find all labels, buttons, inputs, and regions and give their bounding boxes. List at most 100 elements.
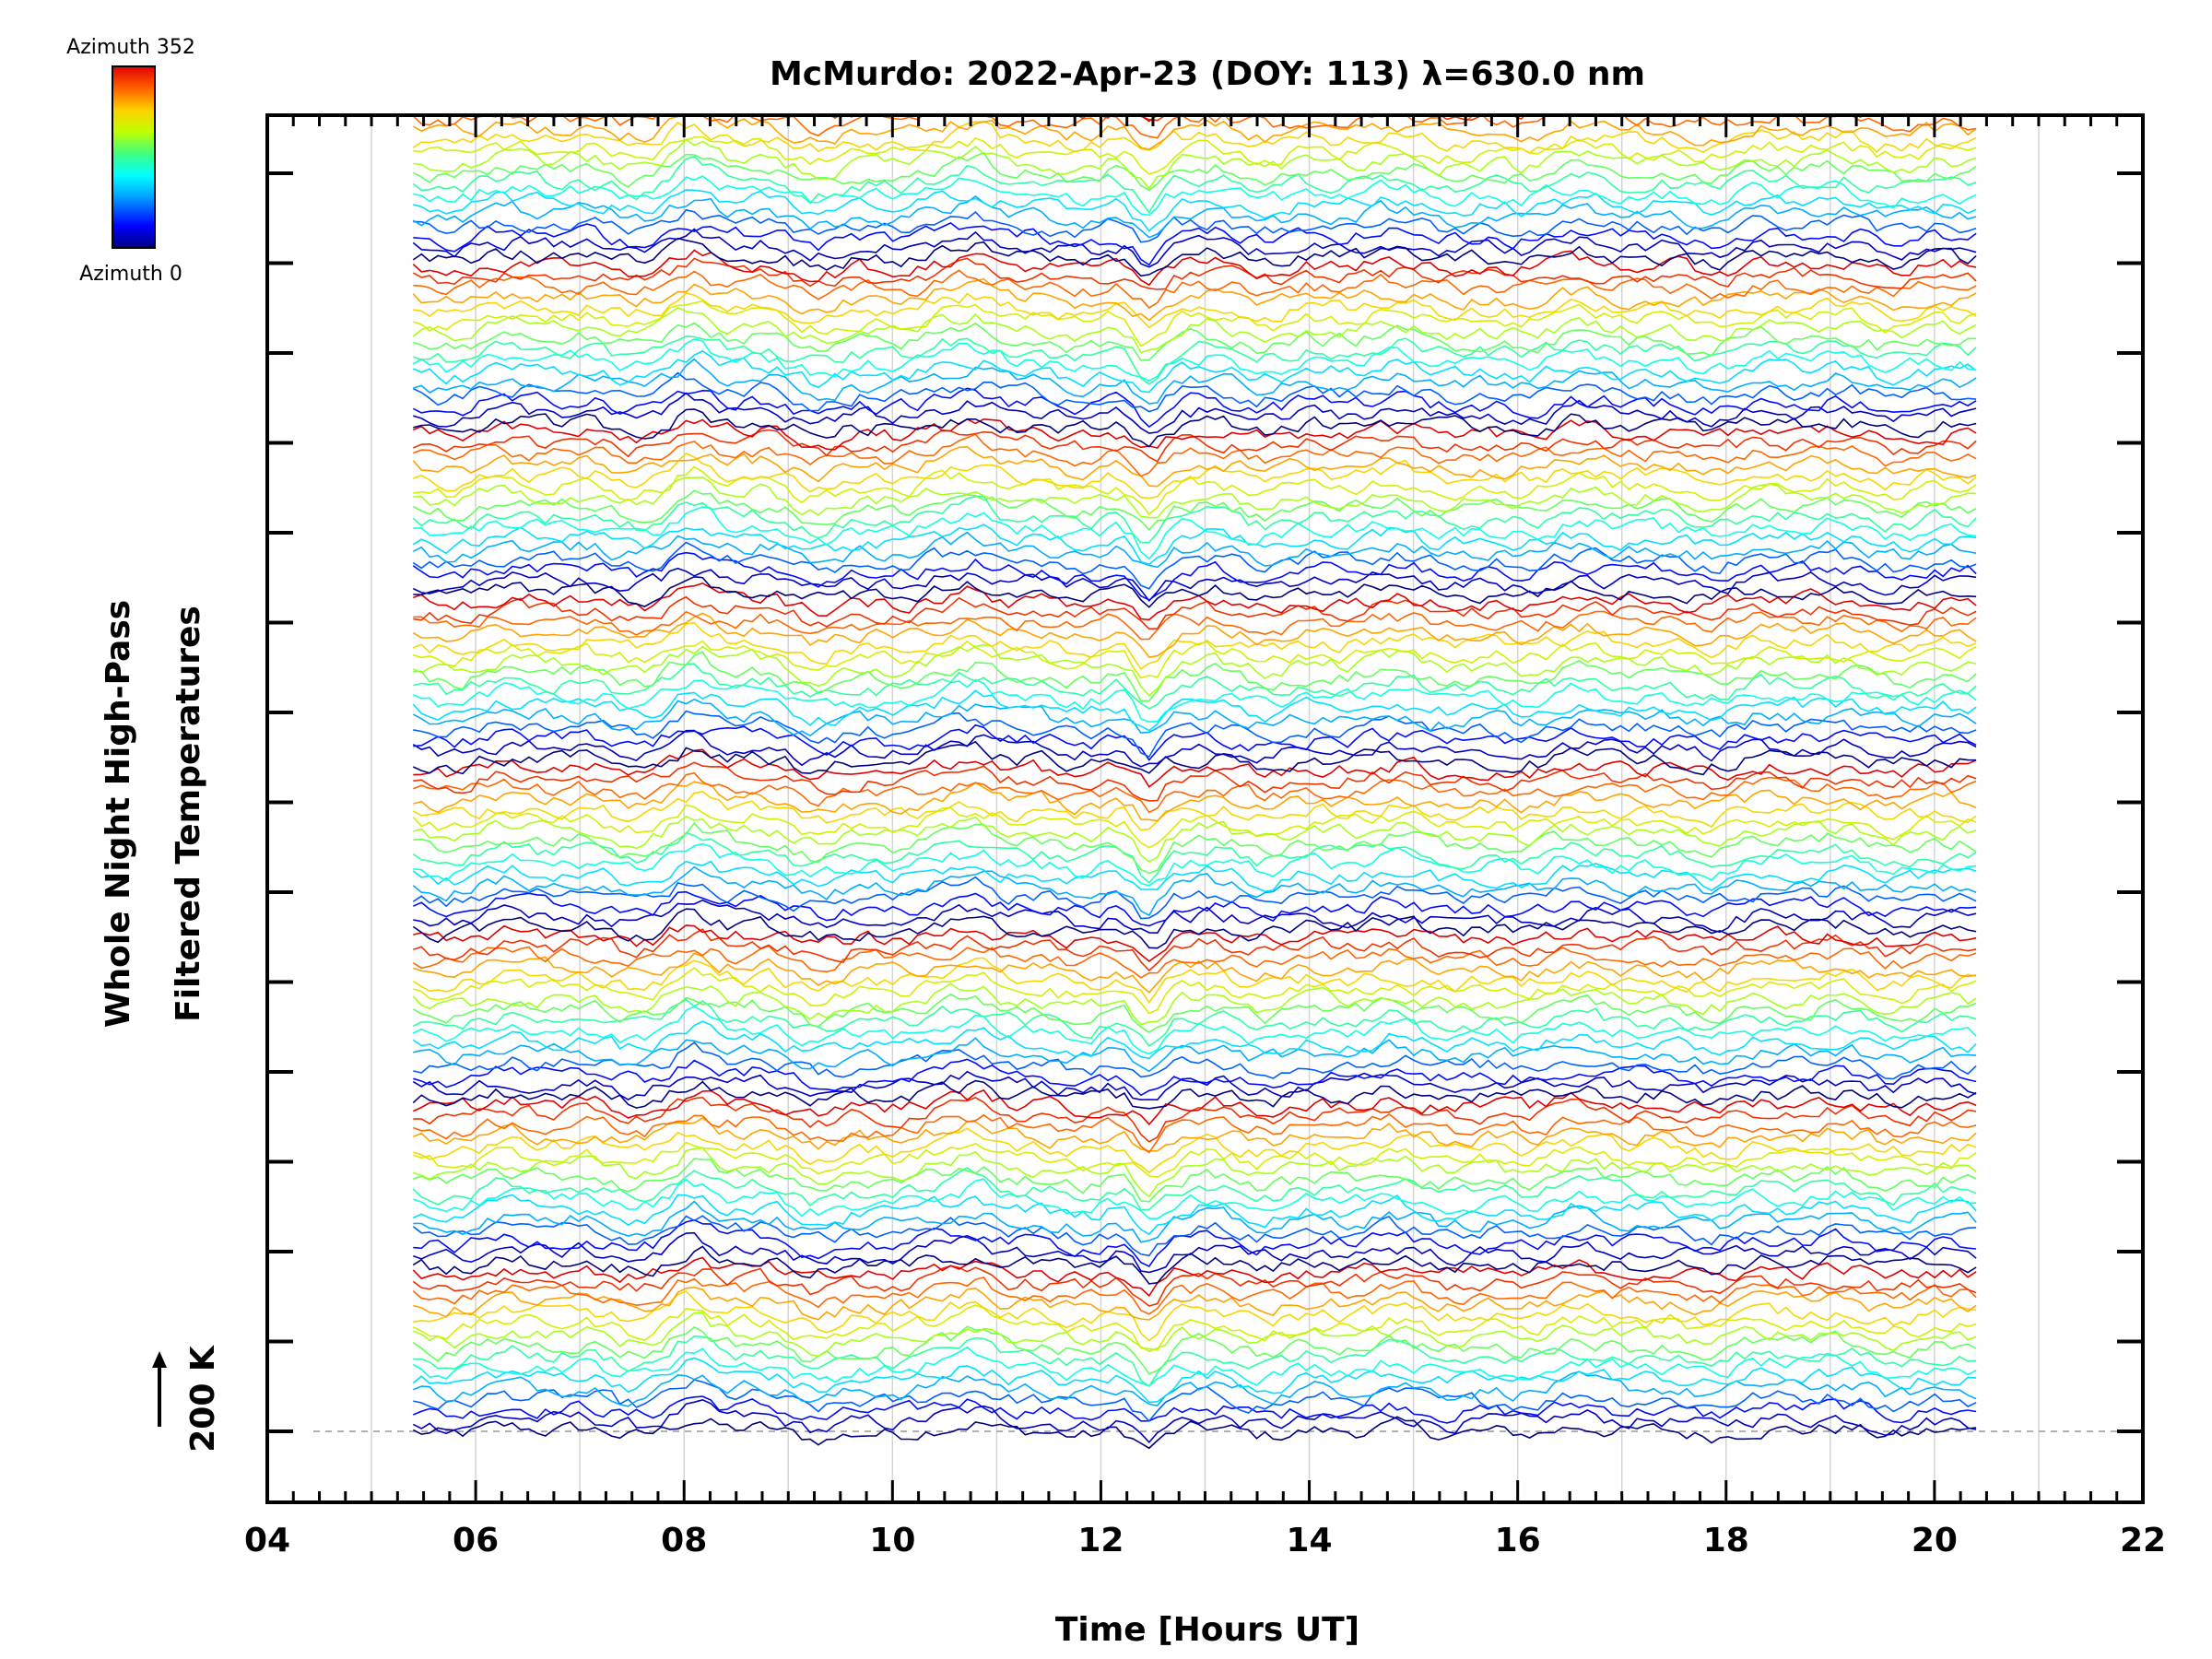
trace-line bbox=[412, 445, 1977, 488]
trace-line bbox=[412, 249, 1977, 287]
trace-line bbox=[412, 418, 1977, 451]
trace-line bbox=[412, 698, 1977, 737]
trace-line bbox=[413, 842, 1977, 887]
trace-line bbox=[412, 237, 1977, 277]
trace-line bbox=[413, 952, 1977, 994]
trace-line bbox=[412, 1395, 1977, 1424]
trace-line bbox=[412, 1088, 1977, 1126]
trace-line bbox=[412, 495, 1977, 544]
trace-line bbox=[413, 392, 1977, 434]
trace-line bbox=[412, 860, 1977, 893]
trace-line bbox=[413, 710, 1977, 759]
trace-line bbox=[412, 1215, 1977, 1257]
trace-line bbox=[412, 876, 1977, 920]
temperature-traces bbox=[412, 115, 1977, 1450]
trace-line bbox=[413, 1218, 1977, 1268]
scale-marker-arrow-head bbox=[152, 1351, 167, 1368]
trace-line bbox=[412, 1070, 1977, 1101]
trace-line bbox=[413, 771, 1977, 814]
x-tick-label: 06 bbox=[453, 1522, 499, 1559]
trace-line bbox=[413, 269, 1977, 310]
trace-line bbox=[412, 1006, 1977, 1055]
trace-line bbox=[413, 221, 1977, 266]
trace-line bbox=[413, 761, 1977, 802]
scale-marker: 200 K bbox=[152, 1345, 222, 1453]
trace-line bbox=[412, 151, 1977, 192]
trace-line bbox=[412, 1079, 1977, 1110]
trace-line bbox=[412, 228, 1977, 268]
trace-line bbox=[412, 387, 1977, 429]
trace-line bbox=[412, 1416, 1977, 1450]
trace-line bbox=[412, 194, 1977, 239]
chart-title: McMurdo: 2022-Apr-23 (DOY: 113) λ=630.0 … bbox=[770, 55, 1645, 93]
trace-line bbox=[413, 621, 1977, 671]
trace-line bbox=[412, 729, 1977, 768]
trace-line bbox=[413, 452, 1977, 500]
trace-line bbox=[412, 257, 1977, 290]
trace-line bbox=[413, 1200, 1977, 1243]
trace-line bbox=[413, 1371, 1977, 1407]
trace-line bbox=[412, 865, 1977, 917]
trace-line bbox=[413, 1141, 1977, 1179]
trace-line bbox=[412, 567, 1977, 603]
trace-line bbox=[413, 358, 1977, 405]
trace-line bbox=[412, 982, 1977, 1026]
trace-line bbox=[413, 1379, 1977, 1423]
trace-line bbox=[413, 189, 1977, 232]
trace-line bbox=[412, 489, 1977, 532]
trace-line bbox=[413, 433, 1977, 477]
trace-line bbox=[413, 1158, 1977, 1203]
trace-line bbox=[412, 1245, 1977, 1285]
trace-line bbox=[412, 998, 1977, 1047]
trace-line bbox=[413, 408, 1977, 448]
x-tick-label: 12 bbox=[1077, 1522, 1124, 1559]
trace-line bbox=[413, 640, 1977, 679]
trace-line bbox=[413, 663, 1977, 710]
trace-line bbox=[413, 1112, 1977, 1154]
trace-line bbox=[412, 831, 1977, 884]
trace-line bbox=[412, 804, 1977, 849]
trace-line bbox=[413, 815, 1977, 863]
trace-line bbox=[413, 1127, 1977, 1174]
trace-line bbox=[412, 1304, 1977, 1351]
vertical-grid bbox=[371, 115, 2040, 1502]
trace-line bbox=[413, 781, 1977, 822]
trace-line bbox=[412, 890, 1977, 927]
trace-line bbox=[412, 1276, 1977, 1315]
trace-line bbox=[413, 1096, 1977, 1143]
trace-line bbox=[413, 1037, 1977, 1073]
trace-line bbox=[413, 322, 1977, 361]
trace-line bbox=[413, 138, 1977, 190]
trace-line bbox=[412, 1265, 1977, 1307]
trace-line bbox=[413, 1041, 1977, 1080]
trace-line bbox=[413, 967, 1977, 1015]
trace-line bbox=[413, 899, 1977, 935]
trace-line bbox=[412, 551, 1977, 601]
trace-line bbox=[412, 791, 1977, 831]
trace-line bbox=[413, 1231, 1977, 1274]
trace-line bbox=[413, 1058, 1977, 1097]
trace-line bbox=[412, 1325, 1977, 1375]
trace-line bbox=[413, 924, 1977, 963]
trace-line bbox=[412, 349, 1977, 394]
trace-line bbox=[413, 748, 1977, 788]
axis-ticks bbox=[265, 115, 2145, 1502]
x-tick-label: 04 bbox=[244, 1522, 290, 1559]
trace-line bbox=[412, 612, 1977, 658]
x-tick-label: 08 bbox=[661, 1522, 707, 1559]
trace-line bbox=[413, 928, 1977, 972]
trace-line bbox=[412, 1346, 1977, 1387]
x-tick-label: 18 bbox=[1703, 1522, 1749, 1559]
trace-line bbox=[412, 908, 1977, 949]
trace-line bbox=[413, 821, 1977, 875]
trace-line bbox=[412, 993, 1977, 1034]
trace-line bbox=[412, 115, 1977, 151]
trace-line bbox=[412, 957, 1977, 1005]
trace-line bbox=[412, 1194, 1977, 1236]
trace-line bbox=[412, 115, 1977, 139]
trace-line bbox=[412, 121, 1977, 154]
trace-line bbox=[413, 1286, 1977, 1321]
trace-line bbox=[413, 175, 1977, 217]
trace-line bbox=[412, 338, 1977, 382]
trace-line bbox=[412, 531, 1977, 569]
